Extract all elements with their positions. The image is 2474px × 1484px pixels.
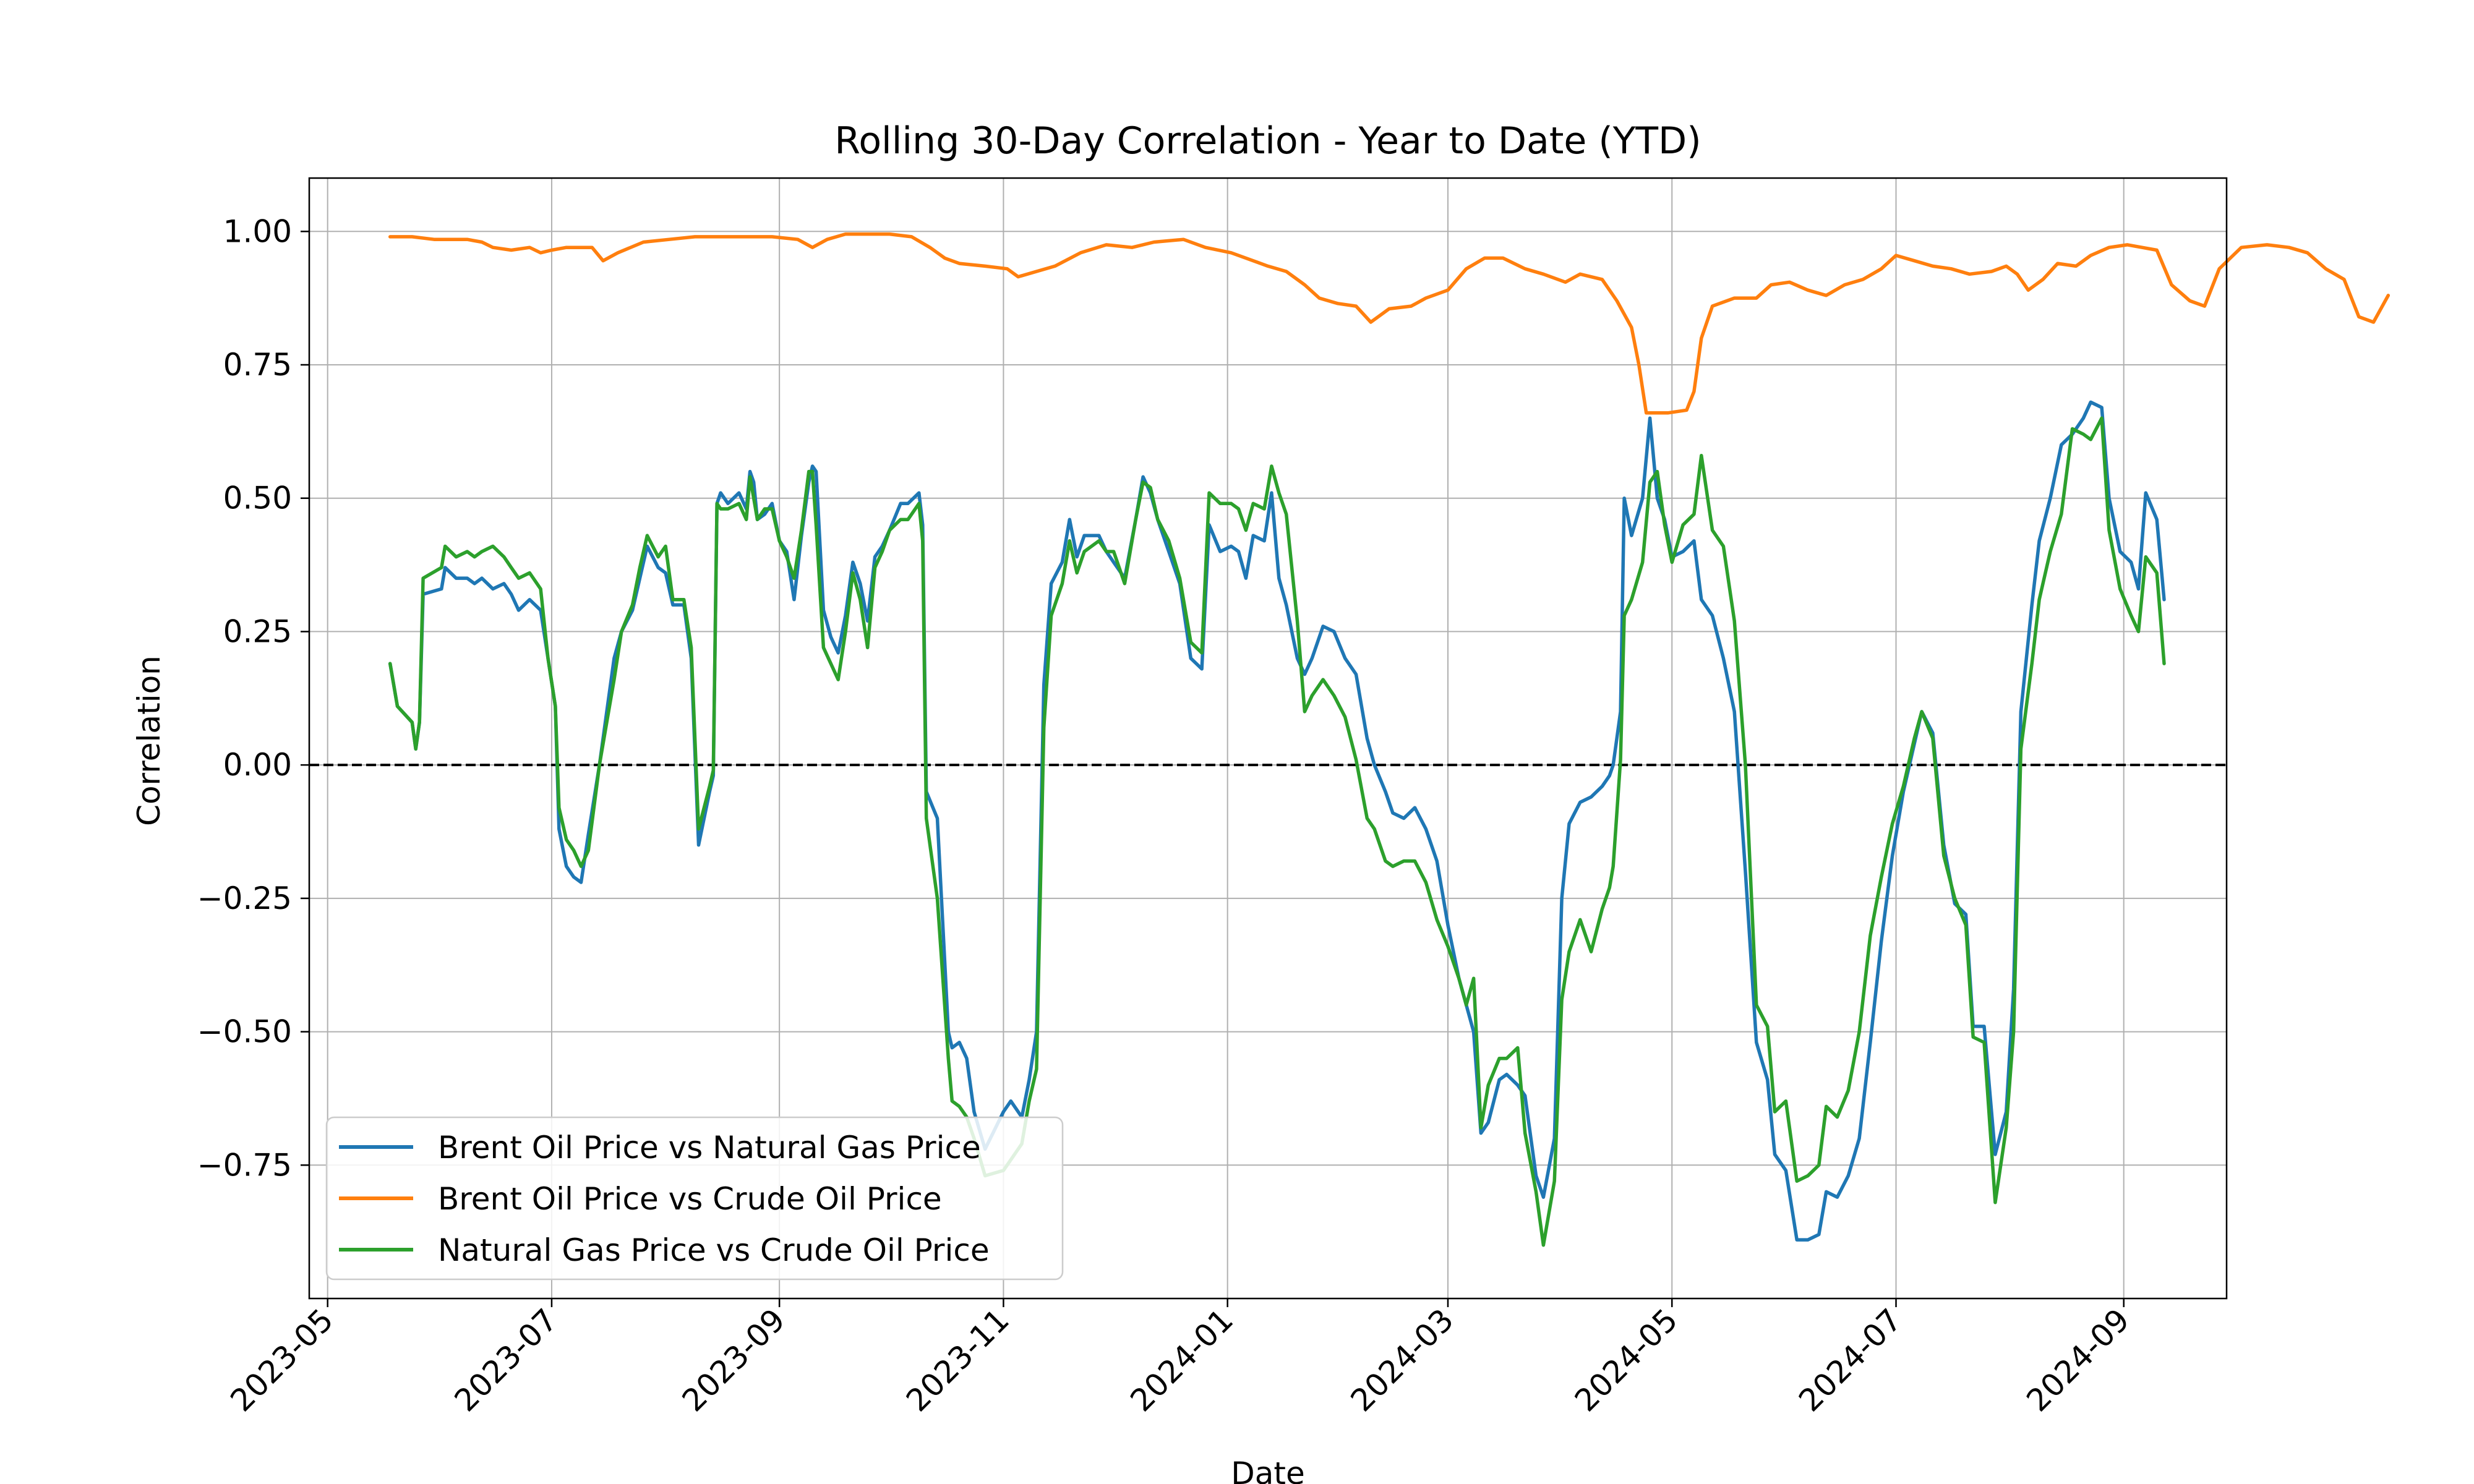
y-tick-label: 0.00: [223, 747, 292, 783]
natgas-vs-crude-line: [388, 416, 2166, 1247]
x-axis-label: Date: [1231, 1456, 1305, 1484]
y-tick-label: 0.75: [223, 347, 292, 383]
y-tick-label: 1.00: [223, 213, 292, 249]
chart-title: Rolling 30-Day Correlation - Year to Dat…: [834, 119, 1701, 163]
brent-vs-crude-line: [388, 232, 2391, 415]
y-tick-label: −0.50: [197, 1014, 292, 1050]
legend-label-natgas-vs-crude: Natural Gas Price vs Crude Oil Price: [438, 1232, 990, 1268]
y-axis-label: Correlation: [131, 655, 167, 826]
legend: Brent Oil Price vs Natural Gas Price Bre…: [325, 1116, 1064, 1281]
plot-frame: [308, 177, 2228, 1300]
legend-box: [325, 1116, 1064, 1281]
legend-label-brent-vs-natgas: Brent Oil Price vs Natural Gas Price: [438, 1130, 981, 1166]
series-lines: [388, 232, 2391, 1247]
y-tick-label: 0.50: [223, 480, 292, 516]
y-tick-label: −0.75: [197, 1147, 292, 1183]
y-tick-label: −0.25: [197, 881, 292, 916]
y-tick-label: 0.25: [223, 613, 292, 649]
legend-label-brent-vs-crude: Brent Oil Price vs Crude Oil Price: [438, 1181, 942, 1217]
